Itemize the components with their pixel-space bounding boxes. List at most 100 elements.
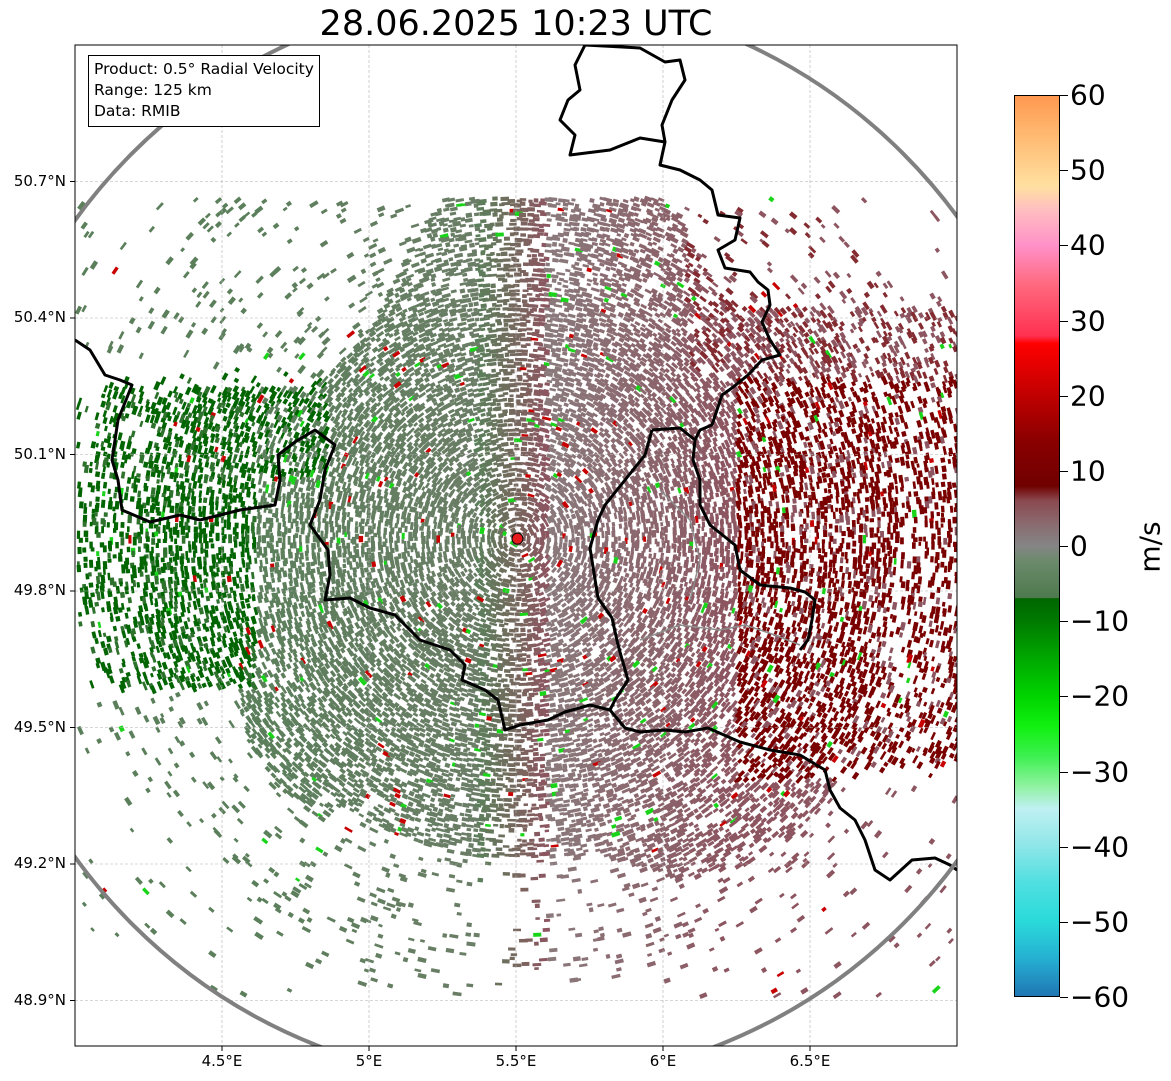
velocity-gate — [218, 207, 228, 216]
velocity-gate — [718, 300, 727, 309]
velocity-gate — [621, 282, 627, 288]
velocity-gate — [388, 308, 396, 314]
velocity-gate — [800, 282, 808, 290]
velocity-gate — [233, 270, 242, 279]
velocity-gate — [459, 288, 466, 294]
velocity-gate — [483, 261, 492, 267]
velocity-gate — [610, 222, 619, 229]
velocity-gate — [686, 301, 696, 310]
velocity-gate — [616, 301, 627, 310]
velocity-gate — [760, 290, 768, 298]
velocity-gate — [647, 306, 654, 312]
velocity-gate — [503, 371, 513, 376]
velocity-gate — [424, 252, 435, 259]
velocity-gate — [503, 298, 510, 303]
velocity-gate — [543, 297, 552, 302]
velocity-gate — [509, 289, 517, 293]
velocity-gate — [441, 251, 448, 257]
velocity-gate — [531, 273, 541, 277]
velocity-gate — [602, 233, 611, 239]
velocity-gate — [369, 220, 379, 227]
velocity-gate — [441, 292, 452, 299]
velocity-gate — [514, 289, 520, 293]
velocity-gate — [680, 225, 689, 233]
velocity-gate — [455, 261, 462, 267]
velocity-gate — [513, 313, 522, 317]
velocity-gate — [740, 238, 748, 245]
velocity-gate — [519, 198, 527, 201]
velocity-gate — [507, 472, 516, 477]
velocity-gate — [567, 201, 575, 206]
velocity-gate — [459, 223, 467, 228]
velocity-gate — [654, 312, 661, 319]
velocity-gate — [876, 310, 883, 317]
velocity-gate — [416, 283, 424, 289]
velocity-gate — [403, 292, 413, 300]
velocity-gate — [633, 232, 641, 238]
velocity-gate — [478, 312, 483, 317]
velocity-gate — [459, 298, 468, 304]
velocity-gate — [621, 237, 627, 242]
velocity-gate — [598, 297, 604, 303]
velocity-gate — [399, 295, 407, 302]
velocity-gate — [644, 217, 652, 224]
velocity-gate — [882, 291, 888, 298]
velocity-gate — [610, 304, 616, 309]
velocity-gate — [516, 488, 522, 493]
velocity-gate — [616, 252, 624, 259]
velocity-gate — [557, 232, 565, 238]
velocity-gate — [527, 403, 533, 408]
velocity-gate — [372, 238, 379, 243]
velocity-gate — [414, 253, 422, 258]
velocity-gate — [568, 293, 578, 299]
velocity-gate — [507, 397, 514, 403]
velocity-gate — [623, 275, 631, 282]
velocity-gate — [612, 273, 618, 278]
velocity-gate — [135, 478, 141, 483]
velocity-gate — [549, 268, 556, 272]
velocity-gate — [515, 249, 524, 253]
velocity-gate — [528, 199, 533, 203]
velocity-gate — [410, 223, 420, 229]
velocity-gate — [560, 246, 570, 252]
velocity-gate — [413, 293, 421, 299]
velocity-gate — [496, 293, 503, 298]
velocity-gate — [508, 253, 515, 257]
velocity-gate — [669, 292, 677, 299]
velocity-gate — [571, 198, 576, 202]
velocity-gate — [688, 306, 698, 315]
velocity-gate — [854, 309, 863, 319]
velocity-gate — [659, 233, 666, 239]
velocity-gate — [520, 446, 528, 452]
velocity-gate — [518, 212, 527, 218]
velocity-gate — [657, 245, 664, 252]
velocity-gate — [406, 297, 412, 302]
velocity-gate — [644, 255, 654, 263]
velocity-gate — [692, 268, 700, 274]
velocity-gate — [538, 398, 544, 404]
velocity-gate — [509, 232, 515, 237]
velocity-gate — [597, 213, 607, 219]
velocity-gate — [758, 210, 767, 219]
velocity-gate — [766, 261, 773, 267]
velocity-gate — [507, 428, 517, 432]
velocity-gate — [558, 243, 565, 248]
velocity-gate — [591, 241, 599, 247]
velocity-gate — [466, 297, 472, 303]
velocity-gate — [322, 272, 330, 279]
velocity-gate — [503, 318, 510, 323]
velocity-gate — [439, 311, 449, 318]
velocity-gate — [398, 316, 407, 323]
velocity-gate — [417, 317, 426, 324]
velocity-gate — [862, 301, 870, 311]
velocity-gate — [934, 247, 940, 253]
velocity-gate — [478, 229, 486, 233]
velocity-gate — [574, 222, 580, 227]
velocity-gate — [473, 301, 479, 307]
velocity-gate — [690, 295, 697, 302]
velocity-gate — [475, 234, 481, 238]
velocity-gate — [550, 347, 557, 353]
velocity-gate — [191, 287, 198, 294]
velocity-gate — [728, 274, 738, 283]
velocity-gate — [514, 421, 522, 426]
